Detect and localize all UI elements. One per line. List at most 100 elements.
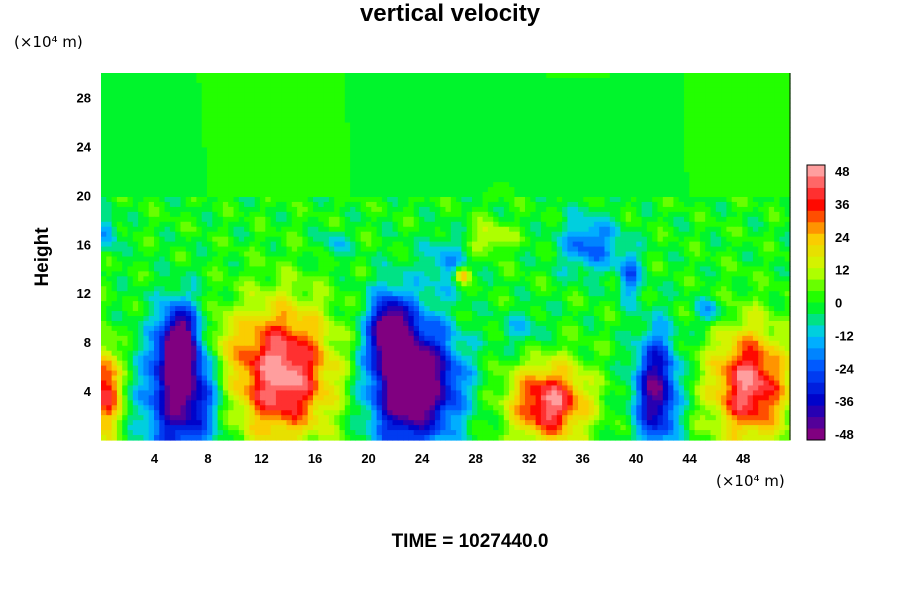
heatmap-cell	[710, 73, 717, 79]
heatmap-cell	[514, 196, 521, 203]
heatmap-cell	[148, 241, 155, 248]
heatmap-cell	[456, 167, 462, 173]
heatmap-cell	[392, 152, 399, 158]
heatmap-cell	[519, 236, 526, 243]
heatmap-cell	[562, 221, 568, 228]
heatmap-cell	[652, 97, 659, 104]
heatmap-cell	[604, 192, 611, 198]
heatmap-cell	[106, 142, 113, 148]
heatmap-cell	[286, 251, 293, 258]
heatmap-cell	[143, 137, 150, 144]
heatmap-cell	[758, 82, 765, 89]
heatmap-cell	[318, 182, 325, 188]
heatmap-cell	[540, 192, 547, 198]
heatmap-cell	[641, 226, 648, 233]
heatmap-cell	[249, 167, 256, 173]
heatmap-cell	[355, 187, 362, 193]
heatmap-cell	[657, 177, 664, 183]
heatmap-cell	[525, 246, 531, 253]
heatmap-cell	[562, 177, 568, 183]
heatmap-cell	[339, 192, 346, 198]
heatmap-cell	[493, 196, 500, 203]
heatmap-cell	[313, 192, 319, 198]
heatmap-cell	[646, 241, 653, 248]
heatmap-cell	[101, 102, 107, 109]
heatmap-cell	[609, 147, 616, 153]
heatmap-cell	[334, 196, 341, 203]
heatmap-cell	[207, 221, 213, 228]
heatmap-cell	[339, 241, 346, 248]
heatmap-cell	[217, 246, 224, 253]
heatmap-cell	[593, 97, 600, 104]
heatmap-cell	[111, 226, 118, 233]
heatmap-cell	[678, 226, 685, 233]
heatmap-cell	[371, 107, 378, 114]
heatmap-cell	[636, 226, 643, 233]
heatmap-cell	[403, 246, 409, 253]
heatmap-cell	[222, 107, 229, 114]
heatmap-cell	[710, 206, 717, 213]
heatmap-cell	[217, 122, 224, 129]
heatmap-cell	[297, 246, 303, 253]
heatmap-cell	[450, 77, 457, 84]
heatmap-cell	[699, 256, 706, 263]
heatmap-cell	[705, 77, 712, 84]
heatmap-cell	[440, 132, 447, 139]
heatmap-cell	[445, 87, 452, 94]
heatmap-cell	[222, 187, 229, 193]
heatmap-cell	[408, 241, 415, 248]
heatmap-cell	[763, 221, 770, 228]
heatmap-cell	[556, 162, 563, 168]
heatmap-cell	[684, 112, 690, 119]
heatmap-cell	[302, 172, 309, 178]
heatmap-cell	[567, 206, 574, 213]
heatmap-cell	[355, 192, 362, 198]
heatmap-cell	[752, 256, 759, 263]
heatmap-cell	[774, 236, 780, 243]
heatmap-cell	[578, 211, 584, 218]
heatmap-cell	[657, 162, 664, 168]
heatmap-cell	[620, 87, 627, 94]
heatmap-cell	[726, 187, 733, 193]
heatmap-cell	[318, 172, 325, 178]
heatmap-cell	[185, 97, 192, 104]
heatmap-cell	[265, 196, 272, 203]
heatmap-cell	[403, 172, 409, 178]
heatmap-cell	[689, 142, 696, 148]
heatmap-cell	[434, 107, 441, 114]
heatmap-cell	[721, 122, 727, 129]
heatmap-cell	[328, 216, 335, 223]
heatmap-cell	[625, 92, 632, 99]
heatmap-cell	[249, 112, 256, 119]
heatmap-cell	[138, 206, 144, 213]
heatmap-cell	[694, 127, 701, 134]
heatmap-cell	[175, 82, 182, 89]
heatmap-cell	[106, 177, 113, 183]
heatmap-cell	[450, 241, 457, 248]
heatmap-cell	[148, 73, 155, 79]
heatmap-cell	[249, 102, 256, 109]
heatmap-cell	[604, 172, 611, 178]
heatmap-cell	[387, 246, 394, 253]
heatmap-cell	[779, 167, 786, 173]
heatmap-cell	[546, 157, 553, 163]
heatmap-cell	[413, 177, 420, 183]
heatmap-cell	[265, 192, 272, 198]
heatmap-cell	[578, 132, 584, 139]
heatmap-cell	[366, 157, 372, 163]
heatmap-cell	[143, 152, 150, 158]
heatmap-cell	[519, 226, 526, 233]
heatmap-cell	[636, 87, 643, 94]
heatmap-cell	[138, 112, 144, 119]
heatmap-cell	[493, 167, 500, 173]
heatmap-cell	[472, 216, 478, 223]
heatmap-cell	[684, 147, 690, 153]
heatmap-cell	[159, 226, 166, 233]
heatmap-cell	[482, 172, 489, 178]
heatmap-cell	[615, 122, 621, 129]
heatmap-cell	[774, 157, 780, 163]
heatmap-cell	[286, 172, 293, 178]
heatmap-cell	[705, 107, 712, 114]
heatmap-cell	[525, 87, 531, 94]
heatmap-cell	[408, 167, 415, 173]
